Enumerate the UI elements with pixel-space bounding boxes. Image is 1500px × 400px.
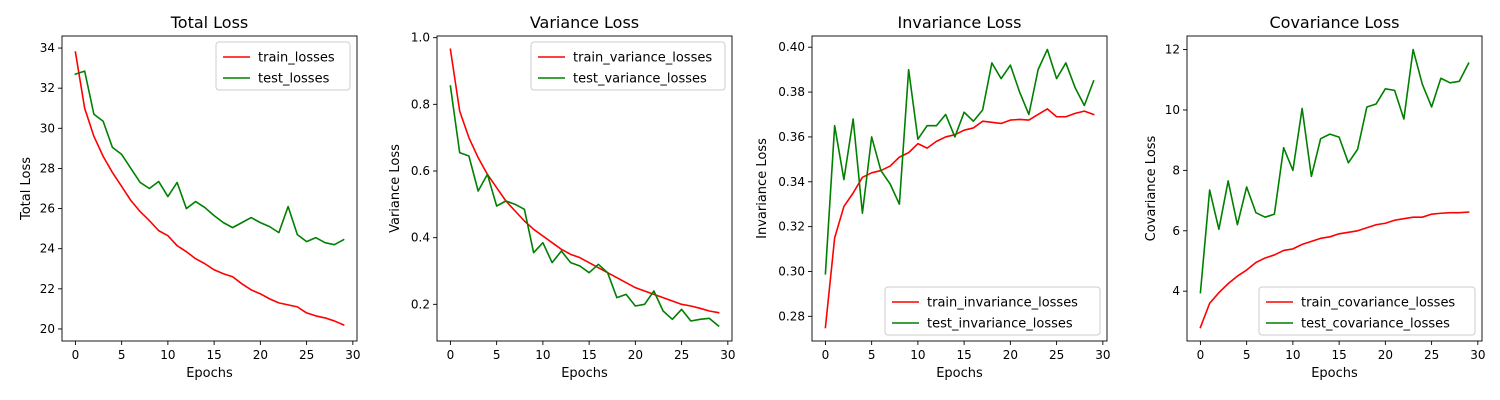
x-tick-label: 10 (1285, 348, 1300, 362)
y-tick-label: 10 (1165, 103, 1180, 117)
series-line-train (1199, 211, 1470, 329)
chart-title: Variance Loss (530, 13, 639, 32)
x-tick-label: 25 (674, 348, 689, 362)
y-tick-label: 1.0 (411, 31, 430, 45)
y-tick-label: 0.8 (411, 97, 430, 111)
x-axis-label: Epochs (561, 366, 608, 381)
x-tick-label: 0 (822, 348, 830, 362)
x-tick-label: 25 (1049, 348, 1064, 362)
x-tick-label: 30 (720, 348, 735, 362)
x-axis-label: Epochs (1311, 366, 1358, 381)
y-tick-label: 4 (1172, 284, 1180, 298)
legend-label: test_variance_losses (573, 72, 707, 87)
series-line-test (74, 70, 345, 246)
x-tick-label: 10 (535, 348, 550, 362)
y-tick-label: 30 (40, 121, 55, 135)
legend-label: test_losses (258, 72, 330, 87)
x-tick-label: 0 (1197, 348, 1205, 362)
axes-frame (1186, 35, 1483, 342)
y-tick-label: 0.38 (778, 85, 805, 99)
x-axis-label: Epochs (186, 366, 233, 381)
y-tick-label: 0.40 (778, 40, 805, 54)
series-line-train (824, 108, 1095, 329)
y-tick-label: 0.6 (411, 164, 430, 178)
y-axis-label: Covariance Loss (1144, 135, 1159, 241)
x-tick-label: 0 (72, 348, 80, 362)
x-tick-label: 20 (253, 348, 268, 362)
series-line-train (449, 48, 720, 314)
x-tick-label: 20 (1003, 348, 1018, 362)
x-tick-label: 10 (160, 348, 175, 362)
x-tick-label: 0 (447, 348, 455, 362)
x-tick-label: 10 (910, 348, 925, 362)
legend-box (1258, 286, 1476, 336)
y-tick-label: 0.36 (778, 130, 805, 144)
axes-frame (61, 35, 358, 342)
legend-label: train_losses (258, 51, 335, 66)
x-tick-label: 30 (345, 348, 360, 362)
x-tick-label: 20 (628, 348, 643, 362)
y-tick-label: 34 (40, 41, 55, 55)
x-tick-label: 15 (581, 348, 596, 362)
y-tick-label: 28 (40, 161, 55, 175)
y-tick-label: 32 (40, 81, 55, 95)
chart-panel-3: 0 5 10 15 20 25 30 0.28 0.30 0.32 0.34 0.36 0.38 0.40… (755, 13, 1110, 381)
y-axis-label: Total Loss (19, 157, 34, 221)
x-tick-label: 5 (118, 348, 126, 362)
legend: train_losses test_losses (215, 41, 351, 91)
y-tick-label: 0.2 (411, 297, 430, 311)
x-tick-label: 20 (1378, 348, 1393, 362)
y-tick-label: 22 (40, 282, 55, 296)
x-axis-label: Epochs (936, 366, 983, 381)
legend-label: train_covariance_losses (1301, 296, 1455, 311)
chart-title: Total Loss (170, 13, 249, 32)
x-tick-label: 5 (868, 348, 876, 362)
legend: train_variance_losses test_variance_losse… (530, 41, 726, 91)
axes-frame (811, 35, 1108, 342)
x-tick-label: 15 (1331, 348, 1346, 362)
x-tick-label: 30 (1095, 348, 1110, 362)
y-tick-label: 26 (40, 202, 55, 216)
legend-label: train_invariance_losses (927, 296, 1078, 311)
x-tick-label: 5 (1243, 348, 1251, 362)
legend-label: test_invariance_losses (927, 317, 1073, 332)
x-tick-label: 15 (956, 348, 971, 362)
y-tick-label: 20 (40, 322, 55, 336)
chart-panel-4: 0 5 10 15 20 25 30 4 6 8 10 12 Covariance Loss Epochs… (1144, 13, 1485, 381)
x-tick-label: 25 (1424, 348, 1439, 362)
y-tick-label: 0.34 (778, 175, 805, 189)
x-tick-label: 15 (206, 348, 221, 362)
x-tick-label: 5 (493, 348, 501, 362)
x-tick-label: 25 (299, 348, 314, 362)
series-line-train (74, 51, 345, 327)
y-tick-label: 0.28 (778, 309, 805, 323)
legend: train_invariance_losses test_invariance_l… (884, 286, 1101, 336)
y-tick-label: 0.4 (411, 231, 430, 245)
series-line-test (824, 48, 1095, 275)
series-line-test (1199, 48, 1470, 294)
chart-title: Invariance Loss (898, 13, 1022, 32)
axes-frame (436, 35, 733, 342)
y-axis-label: Invariance Loss (755, 138, 770, 239)
y-tick-label: 24 (40, 242, 55, 256)
y-tick-label: 6 (1172, 224, 1180, 238)
chart-panel-2: 0 5 10 15 20 25 30 0.2 0.4 0.6 0.8 1.0 Variance Loss… (388, 13, 735, 381)
legend-label: test_covariance_losses (1301, 317, 1450, 332)
legend-box (530, 41, 726, 91)
series-line-test (449, 85, 720, 328)
legend: train_covariance_losses test_covariance_l… (1258, 286, 1476, 336)
legend-label: train_variance_losses (573, 51, 712, 66)
y-tick-label: 0.30 (778, 264, 805, 278)
chart-panel-1: 0 5 10 15 20 25 30 20 22 24 26 28 30 32 34 Total Loss Ep… (19, 13, 360, 381)
legend-box (884, 286, 1101, 336)
chart-title: Covariance Loss (1269, 13, 1399, 32)
y-tick-label: 0.32 (778, 220, 805, 234)
y-axis-label: Variance Loss (388, 144, 403, 233)
y-tick-label: 12 (1165, 43, 1180, 57)
x-tick-label: 30 (1470, 348, 1485, 362)
y-tick-label: 8 (1172, 163, 1180, 177)
